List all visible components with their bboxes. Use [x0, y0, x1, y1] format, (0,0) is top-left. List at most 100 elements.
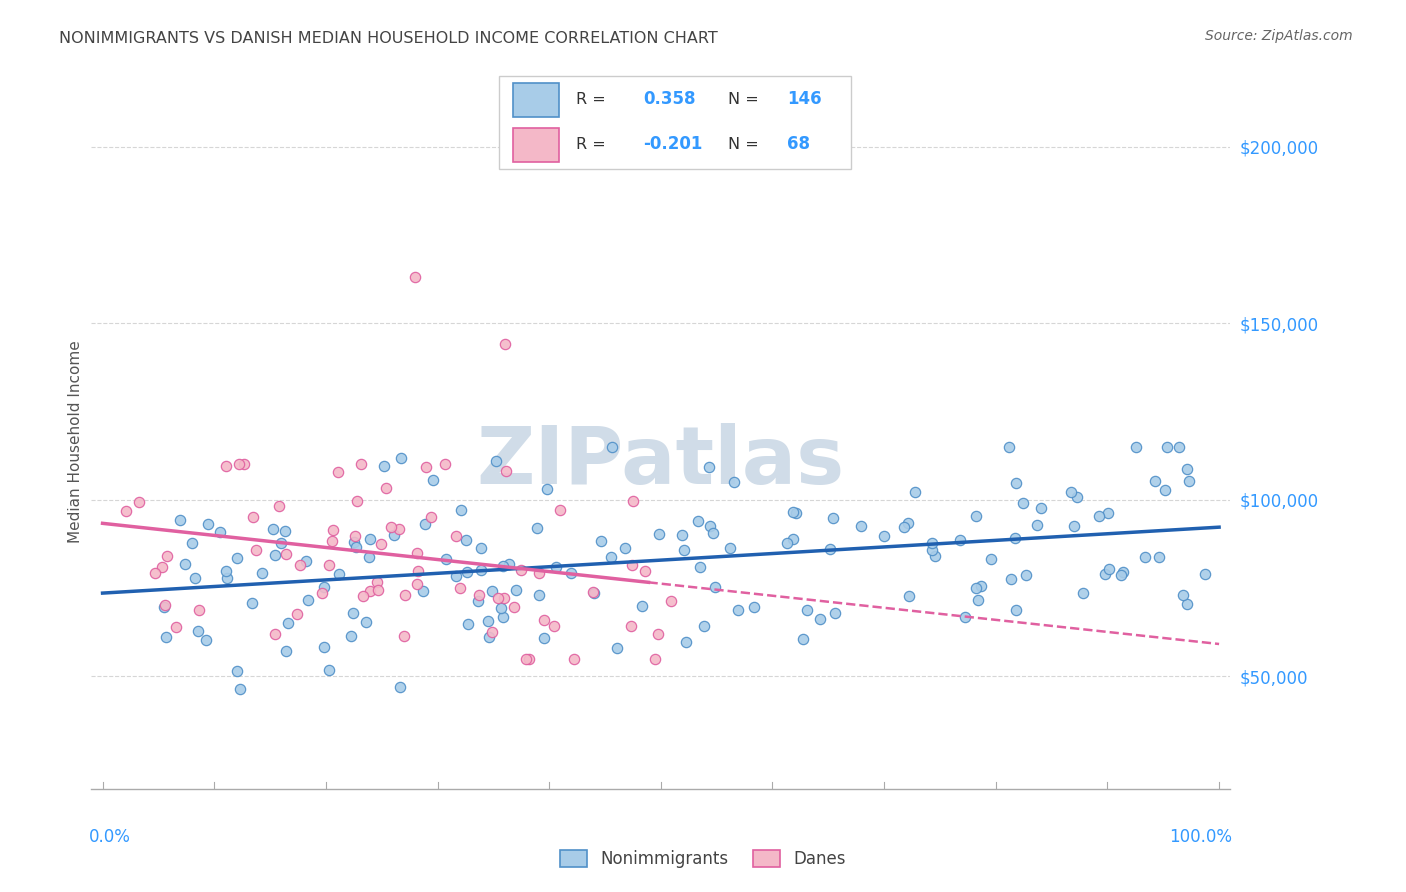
Danes [114, 504, 136, 518]
Danes [548, 503, 571, 517]
Nonimmigrants [340, 629, 363, 643]
Nonimmigrants [631, 599, 654, 613]
Danes [165, 620, 187, 634]
Nonimmigrants [1066, 490, 1088, 504]
Nonimmigrants [422, 473, 444, 487]
Danes [415, 459, 437, 474]
Nonimmigrants [155, 630, 177, 644]
Nonimmigrants [1012, 495, 1035, 509]
Nonimmigrants [898, 589, 921, 603]
Danes [517, 652, 540, 666]
Danes [433, 458, 456, 472]
Nonimmigrants [1168, 440, 1191, 454]
Text: 100.0%: 100.0% [1170, 828, 1233, 846]
Danes [344, 529, 367, 543]
Nonimmigrants [446, 569, 468, 583]
Danes [394, 588, 416, 602]
Nonimmigrants [359, 549, 381, 564]
Nonimmigrants [720, 541, 742, 555]
Danes [375, 482, 398, 496]
Danes [468, 588, 491, 602]
Nonimmigrants [527, 588, 550, 602]
Text: N =: N = [728, 136, 758, 152]
Nonimmigrants [849, 518, 872, 533]
Nonimmigrants [823, 511, 845, 525]
Nonimmigrants [1005, 603, 1028, 617]
Nonimmigrants [1133, 550, 1156, 565]
Nonimmigrants [697, 460, 720, 475]
Nonimmigrants [980, 552, 1002, 566]
Danes [404, 270, 426, 285]
Danes [311, 586, 333, 600]
Text: 0.0%: 0.0% [89, 828, 131, 846]
Nonimmigrants [702, 526, 724, 541]
Nonimmigrants [262, 522, 284, 536]
Nonimmigrants [1097, 506, 1119, 520]
Nonimmigrants [1153, 483, 1175, 497]
Nonimmigrants [526, 521, 548, 535]
Y-axis label: Median Household Income: Median Household Income [67, 340, 83, 543]
Nonimmigrants [600, 440, 623, 454]
Nonimmigrants [492, 558, 515, 573]
Nonimmigrants [180, 536, 202, 550]
Nonimmigrants [606, 641, 628, 656]
Text: 0.358: 0.358 [644, 90, 696, 108]
Nonimmigrants [921, 543, 943, 558]
Danes [634, 565, 657, 579]
Nonimmigrants [215, 564, 238, 578]
Danes [359, 583, 381, 598]
Nonimmigrants [1063, 518, 1085, 533]
Danes [494, 337, 516, 351]
Nonimmigrants [250, 566, 273, 581]
Nonimmigrants [600, 549, 623, 564]
Danes [214, 459, 236, 474]
Nonimmigrants [1175, 461, 1198, 475]
Danes [495, 464, 517, 478]
Nonimmigrants [226, 550, 249, 565]
Danes [515, 652, 537, 666]
Danes [274, 547, 297, 561]
Nonimmigrants [481, 584, 503, 599]
Nonimmigrants [470, 541, 492, 555]
Nonimmigrants [1125, 440, 1147, 454]
Danes [481, 625, 503, 640]
Nonimmigrants [195, 632, 218, 647]
Nonimmigrants [969, 579, 991, 593]
Nonimmigrants [277, 616, 299, 631]
Nonimmigrants [1098, 562, 1121, 576]
Danes [370, 537, 392, 551]
Danes [533, 613, 555, 627]
Danes [321, 534, 343, 549]
Nonimmigrants [998, 440, 1021, 454]
Nonimmigrants [921, 536, 943, 550]
Nonimmigrants [544, 560, 567, 574]
Danes [322, 523, 344, 537]
Nonimmigrants [1071, 586, 1094, 600]
Nonimmigrants [1004, 532, 1026, 546]
Danes [582, 585, 605, 599]
Nonimmigrants [1031, 501, 1053, 516]
Nonimmigrants [197, 516, 219, 531]
Danes [543, 619, 565, 633]
Nonimmigrants [415, 517, 437, 532]
Nonimmigrants [1175, 597, 1198, 611]
Nonimmigrants [184, 571, 207, 585]
Danes [392, 629, 415, 643]
Danes [621, 494, 644, 508]
FancyBboxPatch shape [513, 128, 560, 162]
Danes [494, 591, 516, 606]
Danes [153, 598, 176, 612]
Danes [420, 510, 443, 524]
Danes [288, 558, 311, 572]
Danes [647, 626, 669, 640]
Nonimmigrants [648, 527, 671, 541]
Nonimmigrants [782, 505, 804, 519]
Nonimmigrants [1112, 565, 1135, 579]
Nonimmigrants [966, 592, 988, 607]
Nonimmigrants [672, 542, 695, 557]
Danes [366, 574, 388, 589]
Nonimmigrants [274, 644, 297, 658]
Danes [143, 566, 166, 580]
Nonimmigrants [505, 583, 527, 598]
Danes [228, 458, 250, 472]
